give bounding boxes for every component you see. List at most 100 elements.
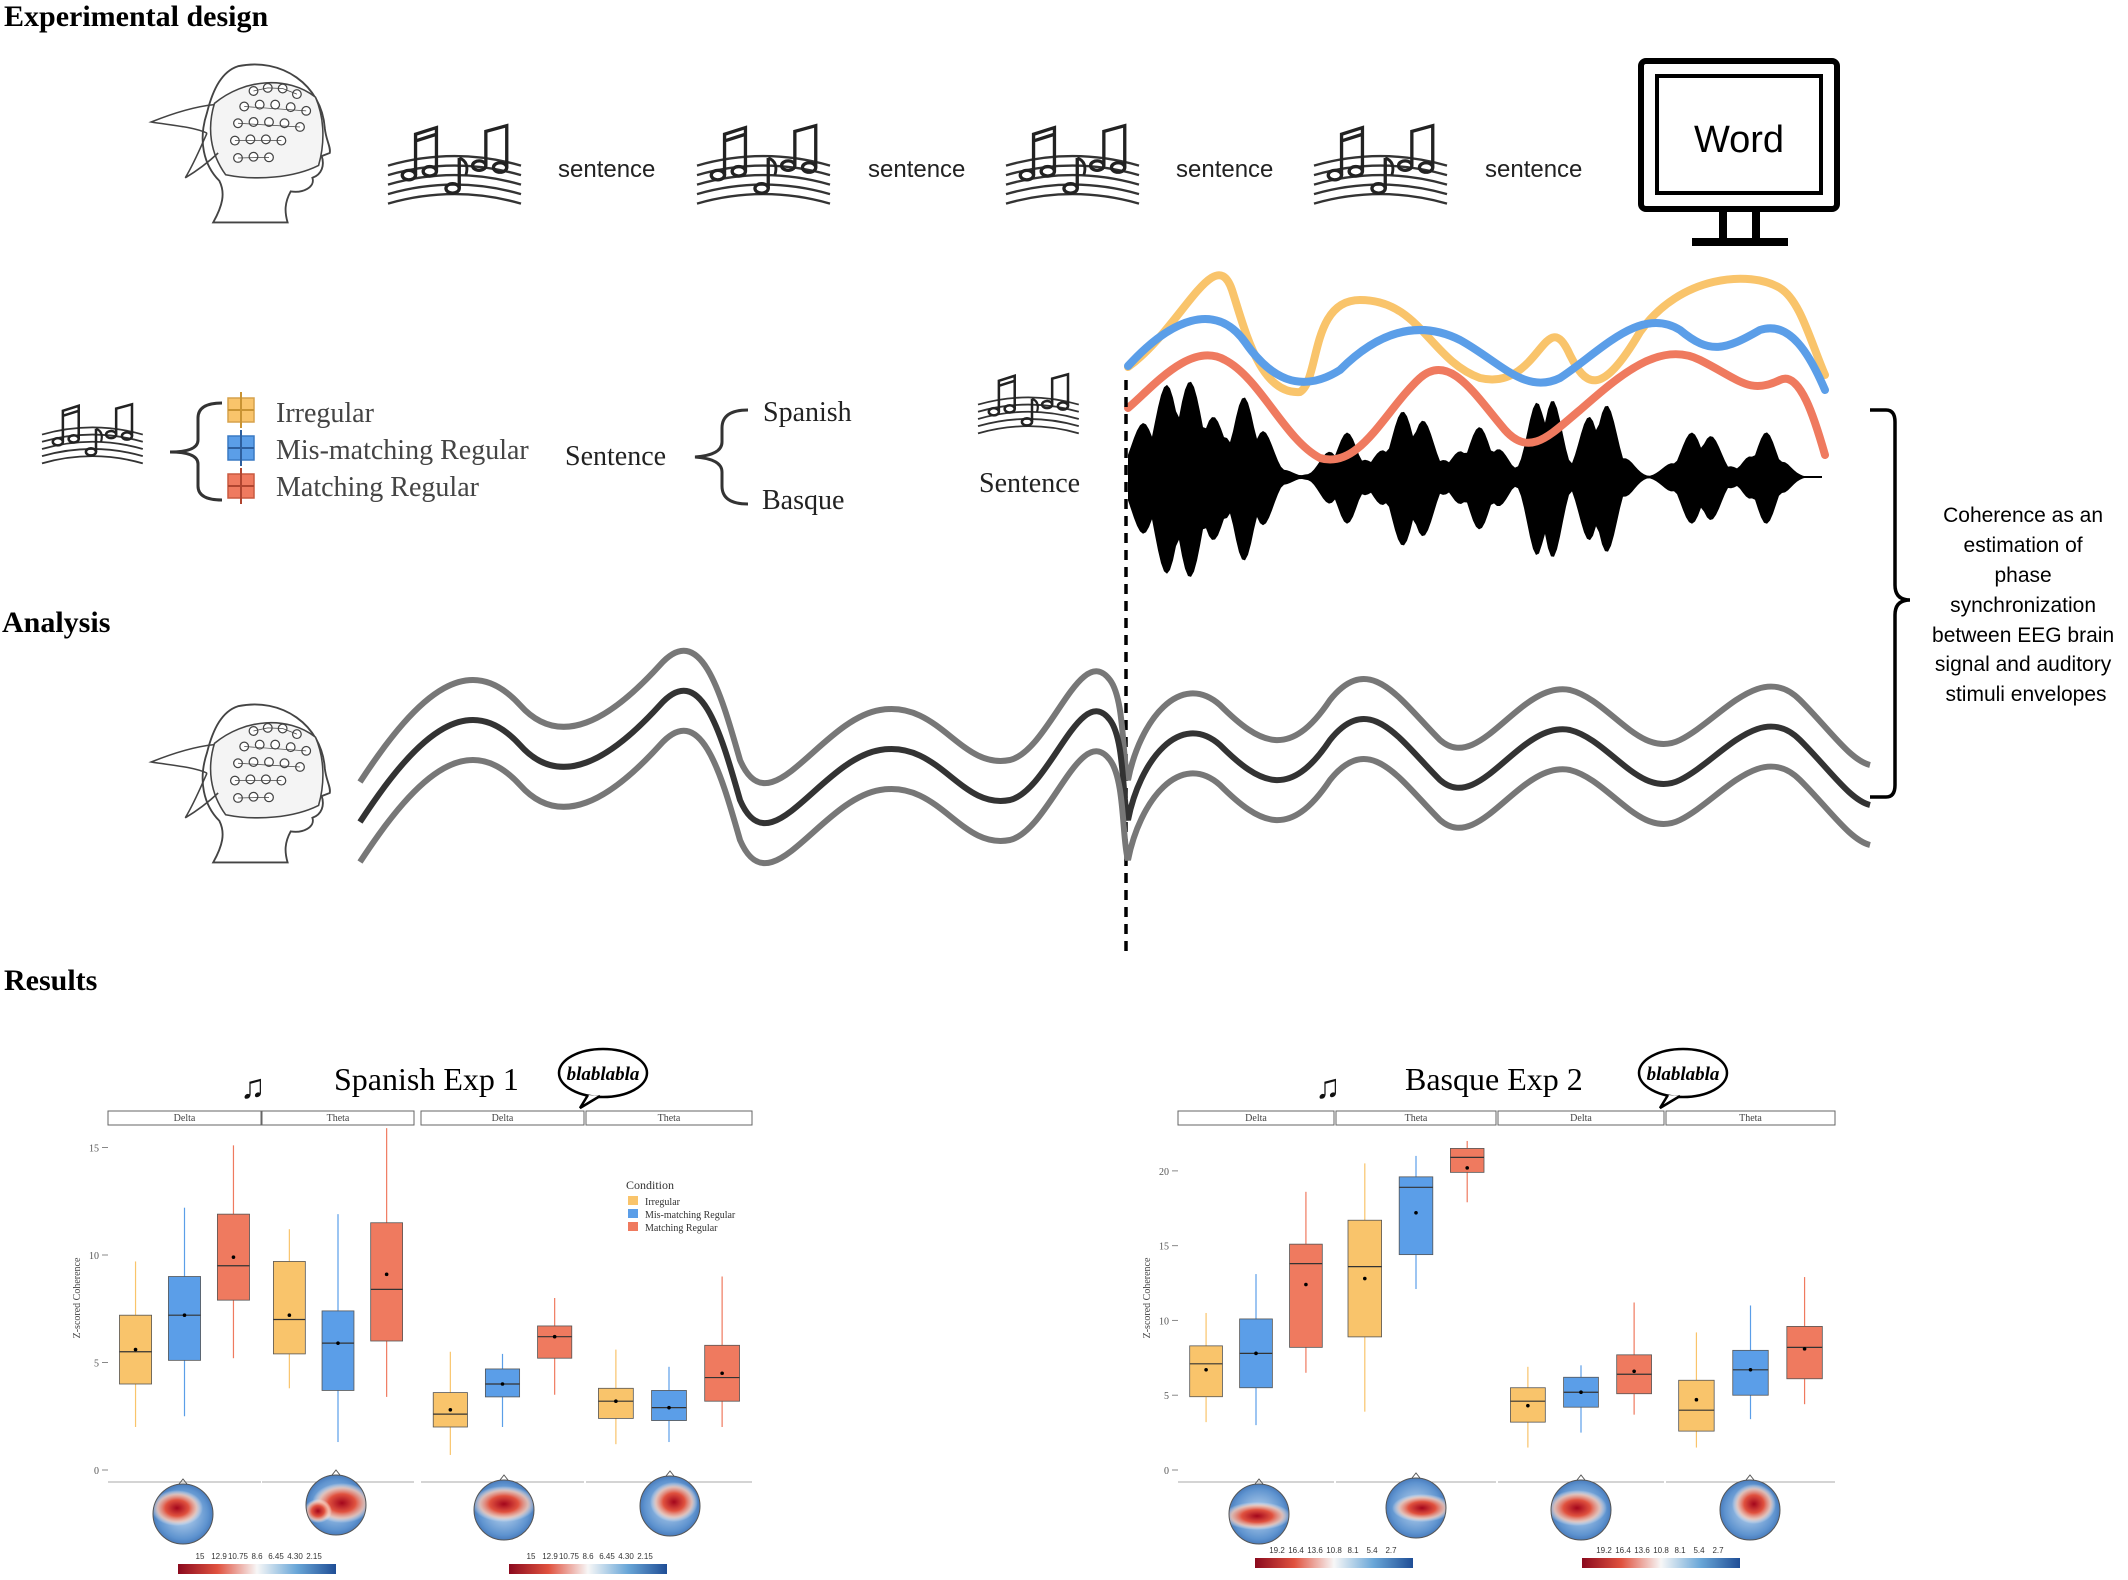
speech-bubble-text: blablabla [567, 1064, 640, 1085]
legend-swatch-irregular [227, 392, 255, 428]
topo-map [305, 1469, 367, 1536]
box-mismatching [321, 1310, 355, 1391]
music-note-icon [695, 124, 832, 206]
facet-strip-label: Theta [327, 1113, 350, 1124]
box-mismatching [1732, 1349, 1769, 1396]
topo-map [1550, 1474, 1612, 1541]
envelope-mismatching [1124, 315, 1829, 394]
box-mismatching [1398, 1176, 1434, 1256]
facet-strip-label: Delta [1570, 1113, 1592, 1124]
legend-key-irregular [628, 1196, 638, 1205]
box-mean-point [1694, 1397, 1699, 1402]
sentence-label-analysis: Sentence [979, 468, 1080, 499]
speech-bubble-icon [1637, 1047, 1729, 1110]
facet-strip-label: Delta [492, 1113, 514, 1124]
colorbar-tick: 2.15 [306, 1552, 322, 1561]
topo-map [639, 1470, 701, 1537]
box-mean-point [133, 1347, 138, 1352]
box-irregular [272, 1261, 306, 1355]
facet-strip-label: Theta [658, 1113, 681, 1124]
monitor-word: Word [1694, 119, 1784, 161]
box-mean-point [1363, 1276, 1367, 1281]
colorbar-tick: 16.4 [1288, 1546, 1304, 1555]
legend-key-matching [628, 1222, 638, 1231]
box-mean-point [614, 1399, 618, 1403]
colorbar-tick: 19.2 [1596, 1546, 1612, 1555]
colorbar: 19.2 16.4 13.6 10.8 8.1 5.4 2.7 [1582, 1546, 1740, 1568]
legend-label-irregular: Irregular [645, 1197, 681, 1208]
y-tick-label: 20 [1159, 1167, 1169, 1178]
sentence-label: sentence [1176, 156, 1273, 183]
language-brace [694, 408, 749, 506]
box-mean-point [1465, 1166, 1469, 1170]
music-note-icon [386, 124, 523, 206]
colorbar-tick: 16.4 [1615, 1546, 1631, 1555]
colorbar: 19.2 16.4 13.6 10.8 8.1 5.4 2.7 [1255, 1546, 1413, 1568]
colorbar: 15 12.9 10.75 8.6 6.45 4.30 2.15 [509, 1552, 667, 1574]
topo-map [152, 1478, 214, 1545]
y-tick-label: 15 [89, 1144, 99, 1155]
box-matching [537, 1325, 573, 1359]
y-axis-label: Z-scored Coherence [72, 1257, 83, 1338]
monitor-icon [1638, 58, 1840, 246]
facet-strip-label: Delta [1245, 1113, 1267, 1124]
colorbar-tick: 10.75 [228, 1552, 249, 1561]
music-note-icon [1312, 124, 1449, 206]
box-matching [1450, 1148, 1485, 1173]
colorbar-tick: 2.7 [1712, 1546, 1724, 1555]
facet-strip [420, 1110, 585, 1126]
box-mean-point [1748, 1367, 1753, 1372]
y-tick-label: 5 [94, 1359, 99, 1370]
box-mean-point [231, 1255, 236, 1259]
box-mean-point [552, 1334, 557, 1339]
section-title-analysis: Analysis [2, 606, 110, 639]
facet-strip-label: Theta [1405, 1113, 1428, 1124]
box-matching [370, 1222, 403, 1342]
envelope-irregular [1124, 271, 1829, 397]
eeg-head-icon [150, 703, 331, 864]
legend-label-mismatching: Mis-matching Regular [645, 1210, 736, 1221]
box-matching [1289, 1243, 1323, 1348]
condition-irregular: Irregular [276, 398, 375, 429]
box-mean-point [1632, 1369, 1636, 1374]
y-tick-label: 15 [1159, 1242, 1169, 1253]
facet-strip [107, 1110, 262, 1126]
facet-strip [585, 1110, 753, 1126]
box-irregular [1510, 1387, 1546, 1423]
y-tick-label: 5 [1164, 1391, 1169, 1402]
colorbar-tick: 5.4 [1693, 1546, 1705, 1555]
box-mean-point [1414, 1210, 1418, 1215]
topo-map [1385, 1472, 1447, 1539]
colorbar-tick: 19.2 [1269, 1546, 1285, 1555]
colorbar-tick: 4.30 [618, 1552, 634, 1561]
facet-strip-label: Delta [174, 1113, 196, 1124]
language-spanish: Spanish [763, 397, 852, 428]
colorbar-tick: 15 [527, 1552, 536, 1561]
box-mean-point [1579, 1390, 1583, 1395]
box-mean-point [1802, 1347, 1807, 1351]
legend-swatch-matching [227, 468, 255, 504]
speech-waveform [1128, 381, 1821, 577]
box-mean-point [448, 1408, 453, 1412]
eeg-head-icon [150, 63, 331, 224]
y-tick-label: 0 [94, 1466, 99, 1477]
music-note-icon [976, 373, 1081, 435]
colorbar-tick: 15 [196, 1552, 205, 1561]
colorbar-tick: 8.6 [582, 1552, 594, 1561]
legend-title: Condition [626, 1178, 674, 1192]
colorbar-tick: 5.4 [1366, 1546, 1378, 1555]
results-left-title: Spanish Exp 1 [334, 1061, 519, 1097]
y-tick-label: 0 [1164, 1466, 1169, 1477]
box-mean-point [667, 1405, 671, 1410]
facet-strip [261, 1110, 415, 1126]
topo-map [473, 1474, 535, 1541]
coherence-note: Coherence as an estimation of phase sync… [1932, 504, 2120, 706]
box-mismatching [651, 1390, 687, 1421]
colorbar-tick: 8.1 [1674, 1546, 1686, 1555]
colorbar-tick: 12.9 [542, 1552, 558, 1561]
box-irregular [598, 1387, 634, 1419]
facet-strip [1665, 1110, 1836, 1126]
legend-swatch-mismatching [227, 430, 255, 466]
sentence-label: sentence [868, 156, 965, 183]
envelope-matching [1124, 350, 1829, 464]
